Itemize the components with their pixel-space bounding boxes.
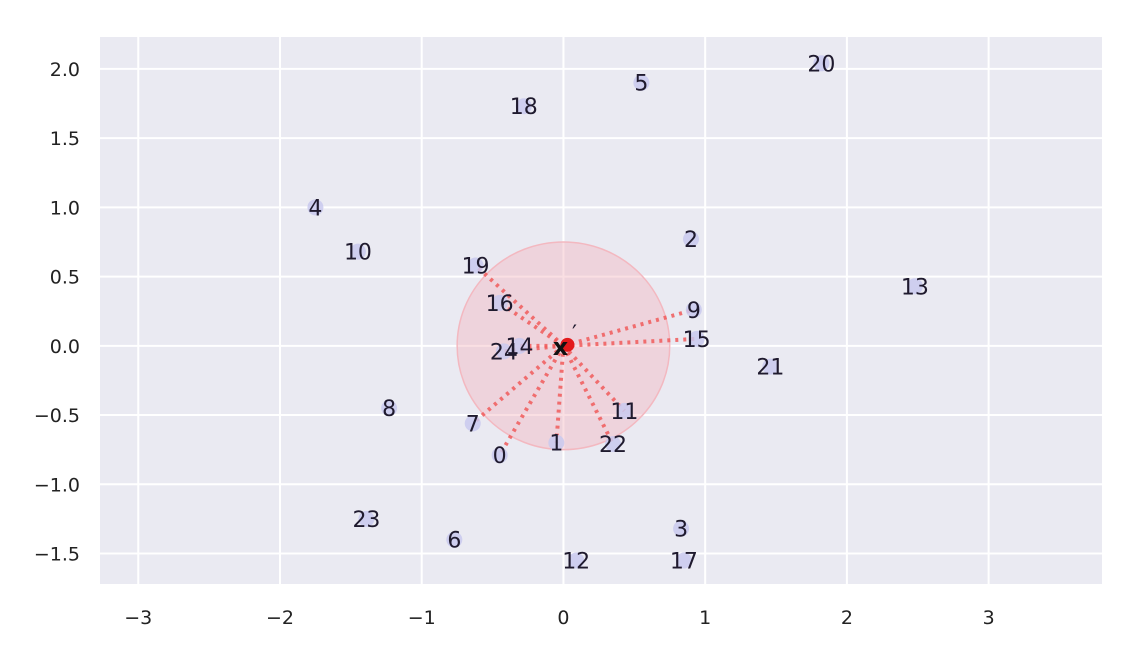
- point-label: 7: [466, 412, 480, 437]
- point-label: 15: [683, 328, 711, 353]
- point-label: 22: [599, 433, 627, 458]
- point-label: 12: [562, 549, 590, 574]
- point-label: 8: [382, 397, 396, 422]
- data-point: [515, 98, 532, 115]
- query-point-marker: [560, 337, 575, 352]
- data-point: [446, 531, 463, 548]
- point-label: 9: [687, 299, 701, 324]
- point-label: 16: [486, 292, 514, 317]
- point-label: 13: [901, 275, 929, 300]
- point-label: 4: [308, 196, 322, 221]
- point-label: 19: [462, 254, 490, 279]
- data-point: [906, 278, 923, 295]
- point-label: 21: [756, 356, 784, 381]
- neighbor-link: [561, 344, 626, 413]
- x-tick-label: 2: [841, 607, 853, 629]
- point-label: 23: [352, 508, 380, 533]
- data-point: [605, 436, 622, 453]
- data-point: [491, 294, 508, 311]
- data-point: [688, 330, 705, 347]
- data-point: [511, 337, 528, 354]
- point-label: 2: [684, 228, 698, 253]
- data-point: [673, 520, 690, 537]
- data-point: [349, 243, 366, 260]
- grid-lines: [100, 37, 1102, 584]
- data-point: [762, 358, 779, 375]
- neighbor-link: [497, 344, 566, 457]
- x-tick-label: −2: [266, 607, 294, 629]
- neighbor-link: [562, 307, 695, 348]
- y-tick-label: −1.0: [34, 474, 80, 496]
- neighbor-link: [563, 336, 697, 348]
- point-label: 18: [510, 95, 538, 120]
- neighbor-link: [554, 345, 566, 443]
- data-point: [381, 400, 398, 417]
- data-points: [307, 55, 923, 569]
- data-point: [682, 231, 699, 248]
- query-point-prime: ′: [572, 322, 577, 347]
- data-point: [568, 552, 585, 569]
- y-tick-label: 0.5: [50, 267, 80, 289]
- point-label: 3: [674, 518, 688, 543]
- y-tick-label: 1.5: [50, 128, 80, 150]
- data-point: [548, 434, 565, 451]
- data-point: [616, 402, 633, 419]
- plot-area: [100, 37, 1102, 584]
- point-label: 17: [670, 549, 698, 574]
- neighbor-link: [498, 301, 565, 348]
- x-axis-ticks: −3 −2 −1 0 1 2 3: [124, 607, 994, 629]
- x-tick-label: 0: [557, 607, 569, 629]
- point-label: 10: [344, 241, 372, 266]
- data-point: [633, 74, 650, 91]
- data-point: [467, 257, 484, 274]
- query-point-label: x: [553, 333, 569, 361]
- data-point: [464, 415, 481, 432]
- data-point: [675, 552, 692, 569]
- point-label: 24: [490, 340, 518, 365]
- point-label: 1: [549, 432, 563, 457]
- x-tick-label: −1: [408, 607, 436, 629]
- data-point: [685, 301, 702, 318]
- y-tick-label: 0.0: [50, 336, 80, 358]
- y-axis-ticks: −1.5 −1.0 −0.5 0.0 0.5 1.0 1.5 2.0: [34, 59, 80, 566]
- y-tick-label: 2.0: [50, 59, 80, 81]
- data-point: [307, 199, 324, 216]
- y-tick-label: −1.5: [34, 544, 80, 566]
- point-label: 11: [610, 400, 638, 425]
- point-label: 14: [506, 335, 534, 360]
- y-tick-label: −0.5: [34, 405, 80, 427]
- y-tick-label: 1.0: [50, 197, 80, 219]
- data-point: [491, 447, 508, 464]
- data-point: [358, 510, 375, 527]
- neighbor-link: [561, 344, 615, 446]
- point-label: 6: [447, 529, 461, 554]
- point-label: 0: [493, 444, 507, 469]
- x-tick-label: 1: [699, 607, 711, 629]
- x-tick-label: −3: [124, 607, 152, 629]
- point-label: 20: [807, 52, 835, 77]
- query-point-group: x ′: [553, 322, 577, 361]
- data-point: [495, 343, 512, 360]
- data-point: [813, 55, 830, 72]
- x-tick-label: 3: [983, 607, 995, 629]
- point-label: 5: [634, 72, 648, 97]
